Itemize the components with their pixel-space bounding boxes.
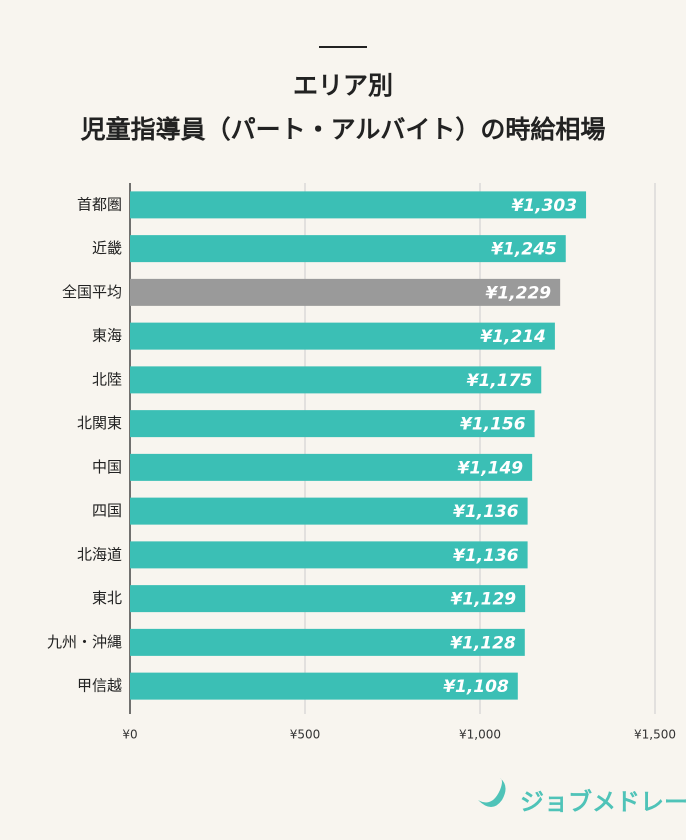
- x-tick-label: ¥500: [290, 728, 321, 742]
- bar: [130, 541, 528, 569]
- y-tick-label: 東海: [92, 327, 122, 345]
- y-tick-label: 近畿: [92, 239, 122, 257]
- chart-title: 児童指導員（パート・アルバイト）の時給相場: [81, 115, 606, 144]
- y-tick-label: 北陸: [92, 370, 122, 388]
- y-tick-label: 中国: [92, 458, 122, 476]
- value-label: ¥1,245: [491, 240, 557, 260]
- bar: [130, 585, 526, 613]
- value-label: ¥1,229: [486, 283, 552, 303]
- y-tick-label: 北関東: [77, 414, 122, 432]
- value-label: ¥1,303: [511, 196, 577, 216]
- value-label: ¥1,128: [450, 633, 516, 653]
- bar: [130, 497, 528, 525]
- value-label: ¥1,136: [453, 502, 519, 522]
- y-tick-label: 北海道: [77, 545, 122, 563]
- value-label: ¥1,156: [460, 415, 526, 435]
- chart-title: エリア別: [293, 71, 393, 100]
- value-label: ¥1,108: [443, 677, 509, 697]
- brand-logo: [478, 778, 506, 807]
- value-label: ¥1,214: [480, 327, 546, 347]
- y-tick-label: 全国平均: [62, 283, 122, 301]
- value-label: ¥1,149: [458, 458, 524, 478]
- y-tick-label: 四国: [92, 502, 122, 520]
- value-label: ¥1,175: [467, 371, 533, 391]
- bar: [130, 672, 518, 700]
- bar: [130, 366, 542, 394]
- bar: [130, 322, 555, 350]
- x-tick-label: ¥1,500: [634, 728, 676, 742]
- value-label: ¥1,129: [451, 590, 517, 610]
- y-tick-label: 東北: [92, 589, 122, 607]
- x-tick-label: ¥1,000: [459, 728, 501, 742]
- value-label: ¥1,136: [453, 546, 519, 566]
- bar: [130, 235, 566, 263]
- bar: [130, 453, 533, 481]
- y-tick-label: 甲信越: [77, 677, 122, 695]
- bar: [130, 191, 587, 219]
- brand-text: ジョブメドレー: [520, 788, 686, 816]
- x-tick-label: ¥0: [122, 728, 137, 742]
- bar: [130, 628, 525, 656]
- y-tick-label: 首都圏: [77, 195, 122, 213]
- y-tick-label: 九州・沖縄: [47, 633, 122, 651]
- bar: [130, 278, 561, 306]
- bar: [130, 410, 535, 438]
